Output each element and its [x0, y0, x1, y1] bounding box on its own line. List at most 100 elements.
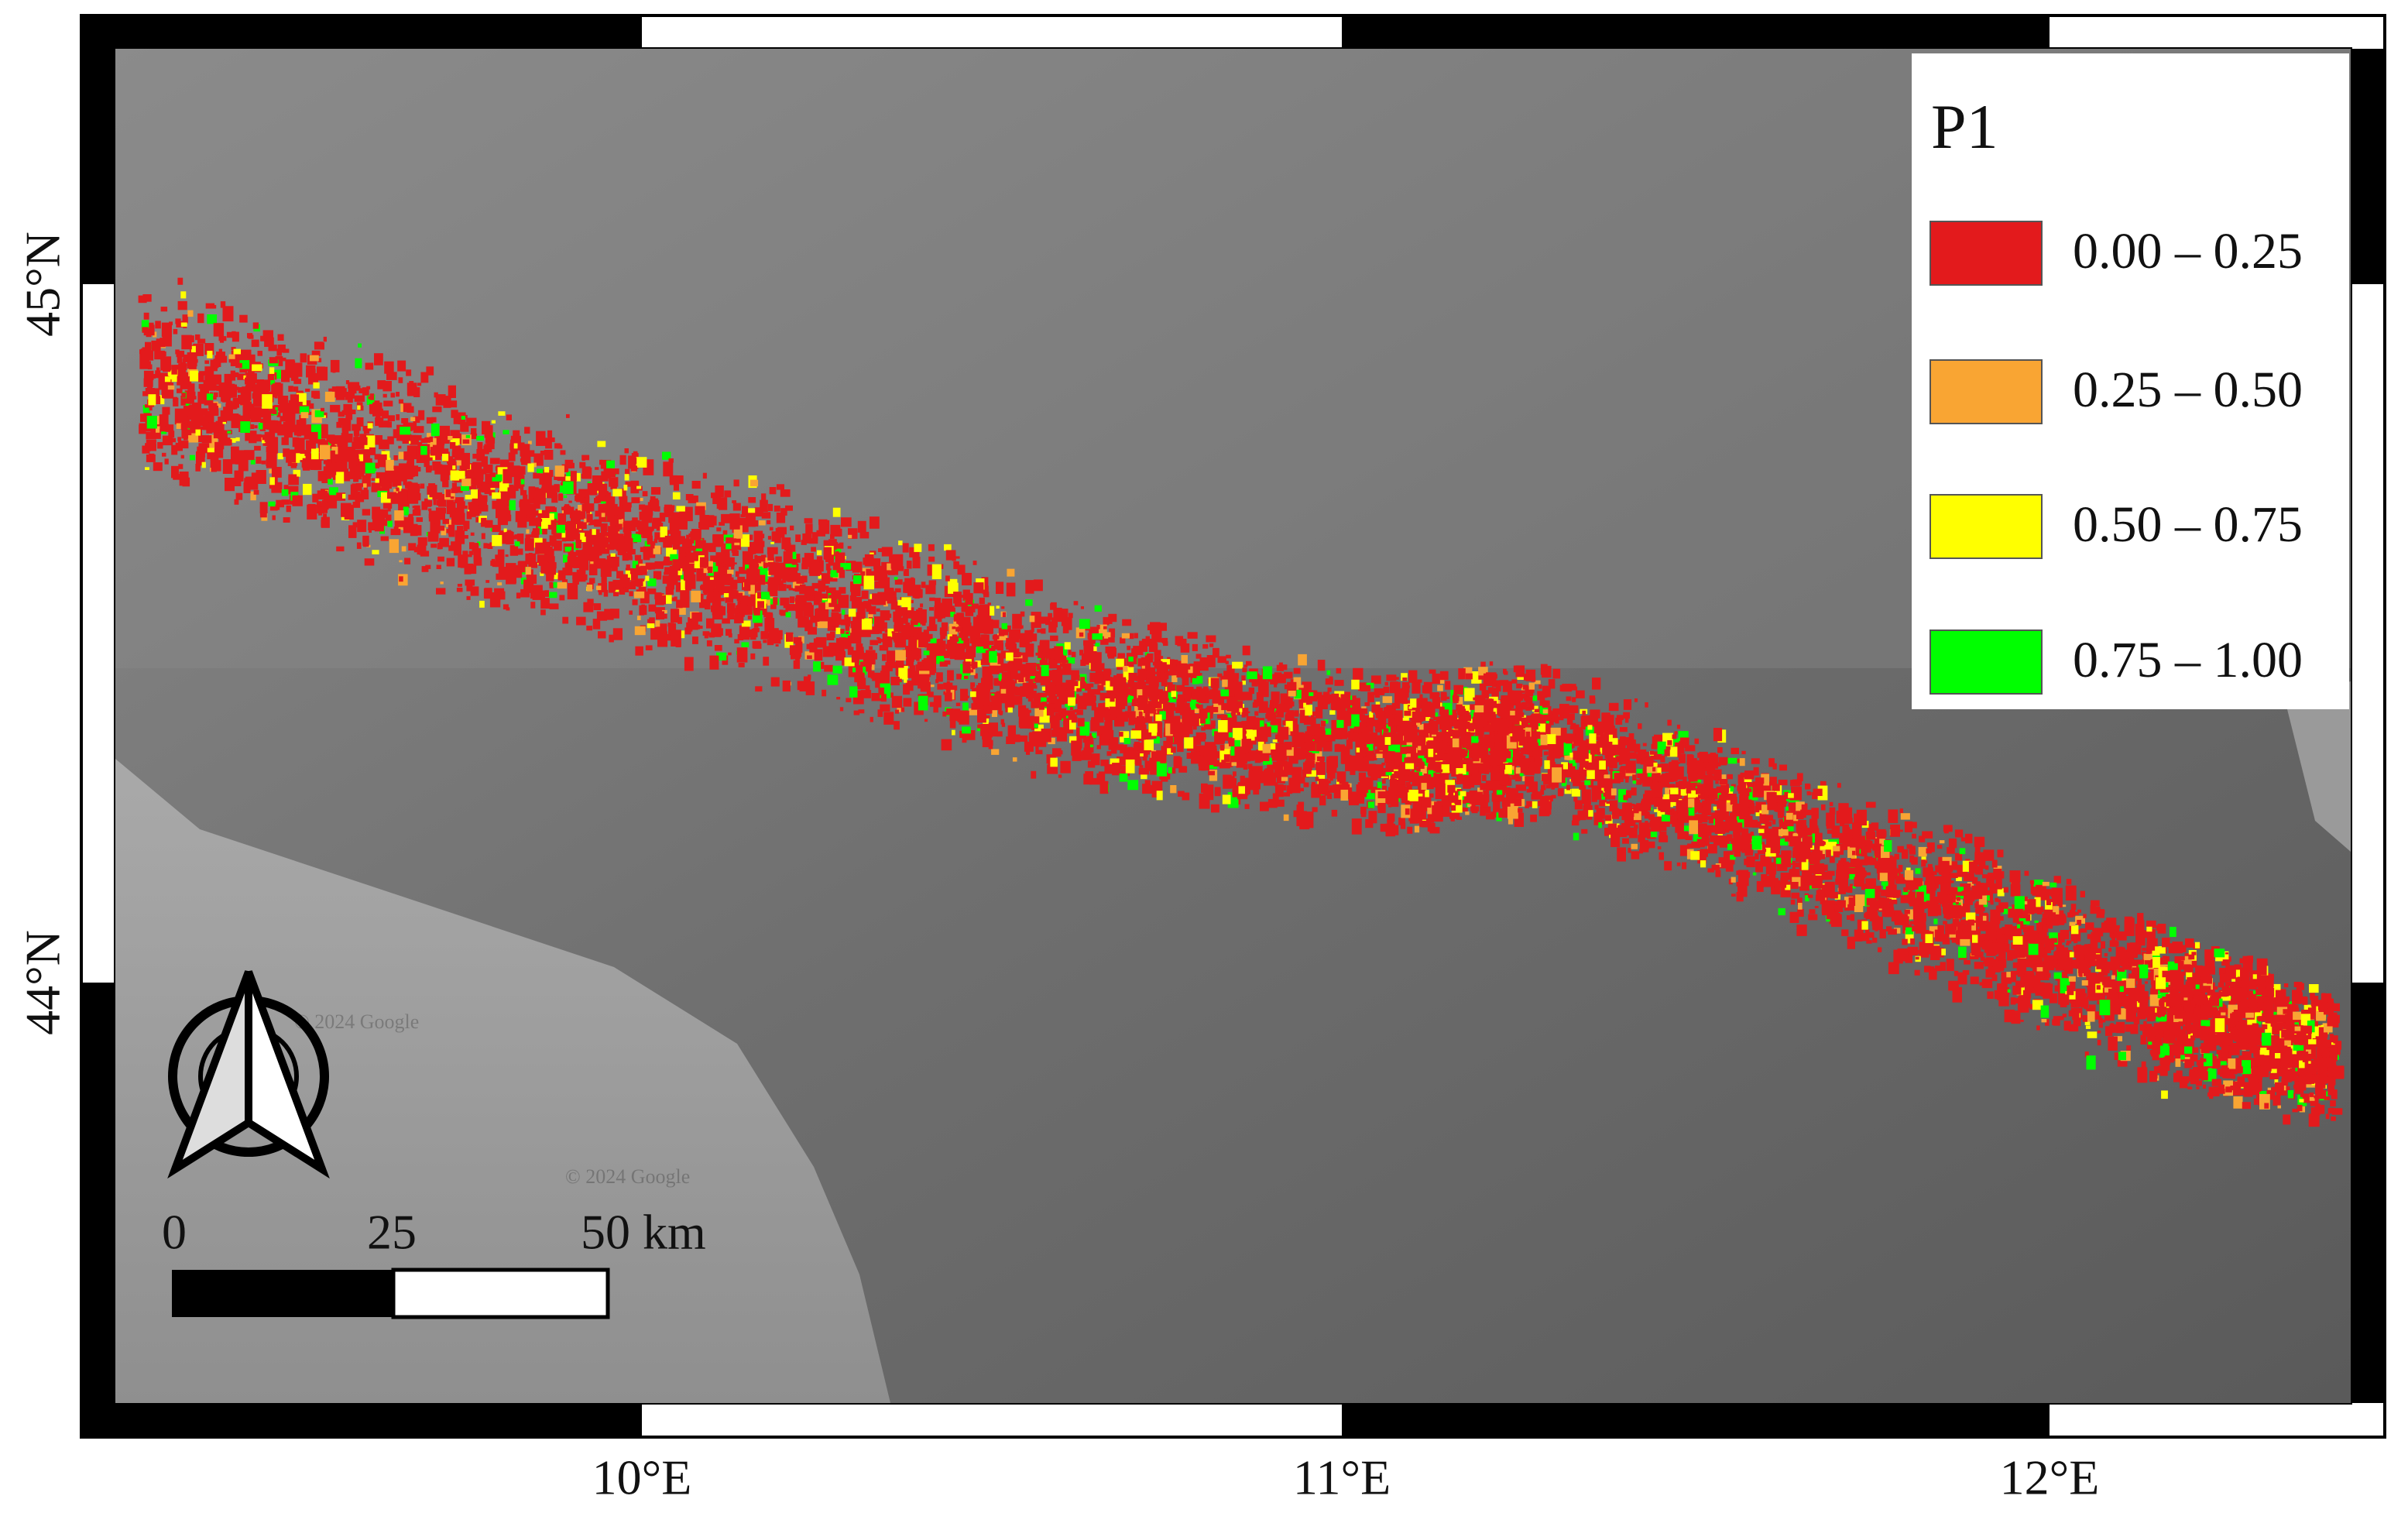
pixel	[1806, 784, 1811, 789]
pixel	[1888, 928, 1897, 935]
pixel	[368, 522, 379, 530]
pixel	[758, 603, 767, 615]
pixel	[1001, 722, 1006, 727]
pixel	[1210, 726, 1216, 730]
pixel	[632, 561, 639, 570]
pixel	[770, 677, 780, 687]
pixel	[1336, 779, 1343, 789]
pixel	[153, 331, 157, 338]
pixel	[853, 710, 860, 715]
pixel	[996, 581, 1004, 594]
pixel	[1360, 715, 1370, 724]
pixel	[387, 507, 391, 512]
pixel	[375, 435, 382, 445]
pixel	[371, 478, 376, 481]
pixel	[1796, 811, 1804, 820]
pixel	[456, 501, 465, 509]
pixel	[533, 453, 544, 466]
pixel	[861, 618, 873, 630]
pixel	[1083, 747, 1091, 756]
pixel	[1646, 756, 1653, 763]
pixel	[671, 512, 681, 520]
pixel	[712, 496, 721, 504]
pixel	[528, 534, 533, 538]
pixel	[1707, 844, 1717, 854]
pixel	[871, 693, 883, 702]
pixel	[197, 338, 206, 344]
pixel	[1715, 780, 1719, 784]
pixel	[540, 451, 547, 455]
pixel	[393, 455, 398, 461]
pixel	[647, 588, 657, 595]
pixel	[305, 388, 310, 392]
pixel	[875, 678, 885, 688]
pixel	[279, 403, 289, 413]
pixel	[594, 498, 599, 504]
pixel	[1147, 701, 1156, 708]
pixel	[1573, 832, 1580, 841]
pixel	[1974, 903, 1981, 908]
pixel	[1672, 811, 1683, 821]
pixel	[944, 650, 950, 658]
pixel	[673, 484, 679, 491]
pixel	[1309, 692, 1314, 696]
pixel	[2086, 1007, 2090, 1012]
pixel	[2203, 1084, 2206, 1089]
pixel	[595, 467, 599, 470]
pixel	[1780, 878, 1789, 884]
pixel	[230, 370, 235, 378]
pixel	[2211, 955, 2216, 959]
pixel	[2305, 1042, 2309, 1045]
pixel	[831, 612, 839, 620]
pixel	[1151, 751, 1161, 761]
pixel	[1995, 897, 1999, 902]
pixel	[782, 579, 787, 583]
pixel	[1365, 753, 1376, 760]
pixel	[168, 431, 175, 438]
pixel	[835, 552, 846, 564]
pixel	[1283, 792, 1290, 797]
pixel	[1548, 679, 1556, 689]
pixel	[145, 388, 155, 396]
pixel	[322, 499, 329, 510]
pixel	[1019, 652, 1028, 663]
pixel	[290, 465, 297, 468]
pixel	[1007, 707, 1013, 713]
pixel	[542, 528, 547, 535]
pixel	[1796, 925, 1807, 936]
pixel	[2135, 924, 2145, 936]
pixel	[1158, 623, 1167, 631]
pixel	[556, 533, 562, 540]
pixel	[2104, 961, 2113, 969]
pixel	[1367, 801, 1375, 808]
pixel	[437, 556, 444, 562]
pixel	[1532, 801, 1538, 808]
pixel	[1326, 670, 1331, 675]
pixel	[1274, 710, 1285, 718]
pixel	[1606, 755, 1610, 760]
pixel	[1637, 756, 1642, 764]
pixel	[1806, 791, 1812, 796]
pixel	[2094, 1011, 2101, 1020]
pixel	[1144, 780, 1151, 786]
pixel	[1302, 681, 1312, 690]
pixel	[1099, 671, 1106, 678]
pixel	[1388, 804, 1392, 808]
pixel	[1912, 833, 1916, 839]
pixel	[1516, 712, 1525, 718]
pixel	[1962, 908, 1967, 913]
pixel	[1010, 658, 1019, 670]
pixel	[1384, 681, 1388, 686]
pixel	[1478, 765, 1487, 774]
pixel	[1290, 758, 1298, 764]
pixel	[529, 498, 534, 504]
pixel	[1525, 696, 1533, 704]
pixel	[808, 588, 812, 594]
pixel	[401, 546, 406, 552]
pixel	[2086, 1055, 2096, 1070]
pixel	[2159, 1068, 2168, 1076]
pixel	[1196, 745, 1203, 752]
pixel	[1987, 991, 1994, 999]
pixel	[1710, 817, 1717, 823]
pixel	[900, 707, 905, 712]
